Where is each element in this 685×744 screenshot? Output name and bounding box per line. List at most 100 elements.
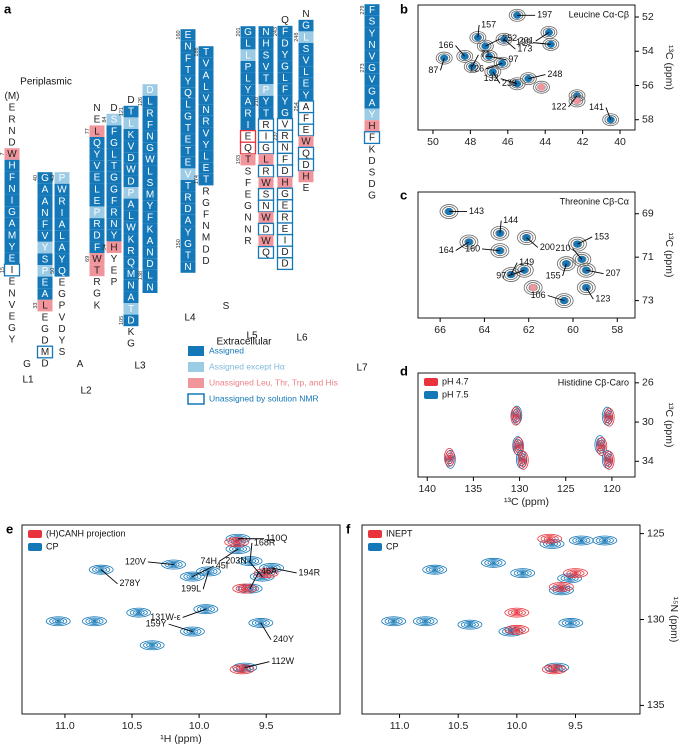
contour xyxy=(521,457,525,463)
contour xyxy=(85,617,104,625)
residue-box xyxy=(240,119,256,131)
peak-label: 106 xyxy=(531,290,546,300)
contour xyxy=(236,666,248,672)
contour xyxy=(487,560,500,566)
contour xyxy=(576,262,596,278)
contour xyxy=(578,538,585,542)
residue: L xyxy=(128,211,134,222)
residue: S xyxy=(263,50,270,61)
residue: F xyxy=(369,133,375,144)
contour xyxy=(522,73,535,84)
leader-line xyxy=(271,567,297,574)
residue: H xyxy=(368,121,375,132)
peak-label: 157 xyxy=(481,19,496,29)
x-tick-label: 48 xyxy=(465,136,477,148)
y-tick-label: 26 xyxy=(642,377,654,389)
residue-box xyxy=(298,170,314,183)
contour xyxy=(237,583,263,594)
peak-label: 144 xyxy=(503,215,518,225)
residue-box xyxy=(258,235,274,247)
contour xyxy=(224,537,250,548)
residue: I xyxy=(247,120,250,131)
residue: L xyxy=(282,73,288,84)
contour xyxy=(517,450,529,470)
residue-box xyxy=(258,72,274,85)
peak-label: 238 xyxy=(502,78,517,88)
residue-box xyxy=(364,108,380,121)
contour xyxy=(422,564,448,575)
spectrum-plot xyxy=(443,405,615,470)
residue: L xyxy=(245,50,251,61)
spectrum-plot xyxy=(45,533,284,675)
contour xyxy=(253,572,272,581)
contour xyxy=(129,608,148,617)
residue: R xyxy=(202,117,209,128)
residue: G xyxy=(8,207,16,218)
contour xyxy=(555,584,568,590)
contour xyxy=(513,569,532,577)
residue: E xyxy=(245,190,252,201)
leader-line xyxy=(100,569,118,585)
peak-label: 278Y xyxy=(120,578,141,588)
spectrum-title: Histidine Cβ-Caro xyxy=(558,377,629,387)
peak-core xyxy=(568,622,573,624)
residue: D xyxy=(262,224,269,235)
residue: G xyxy=(110,173,118,184)
contour xyxy=(552,583,571,591)
peak-core xyxy=(56,620,61,622)
residue: L xyxy=(303,32,309,43)
contour xyxy=(495,32,513,46)
peak-label: 164 xyxy=(439,245,454,255)
leader-line xyxy=(485,38,501,47)
residue: D xyxy=(127,153,134,164)
residue: Y xyxy=(185,77,192,88)
contour xyxy=(229,664,255,675)
x-tick-label: 58 xyxy=(611,324,623,336)
contour xyxy=(513,411,519,421)
residue-box xyxy=(54,172,70,184)
residue: F xyxy=(111,126,117,137)
residue: (M) xyxy=(5,91,20,102)
loop-label: L3 xyxy=(134,361,146,372)
residue-box xyxy=(142,200,158,212)
contour xyxy=(510,610,523,616)
residue: L xyxy=(245,39,251,50)
peak-core xyxy=(573,572,578,574)
leader-line xyxy=(528,74,546,80)
residue-box xyxy=(54,183,70,196)
residue: A xyxy=(128,200,135,211)
leader-line xyxy=(482,248,500,252)
contour xyxy=(576,280,596,295)
contour xyxy=(517,230,536,246)
residue: D xyxy=(368,179,375,190)
contour xyxy=(504,624,530,635)
residue-box xyxy=(180,29,196,41)
residue: G xyxy=(262,143,270,154)
contour xyxy=(546,537,553,541)
residue: A xyxy=(77,359,84,370)
contour xyxy=(600,444,604,450)
residue: E xyxy=(94,196,101,207)
residue-box xyxy=(298,43,314,55)
contour xyxy=(543,536,556,542)
residue-box xyxy=(277,37,293,49)
residue: P xyxy=(128,188,135,199)
contour xyxy=(519,453,528,468)
residue: E xyxy=(42,278,49,289)
contour xyxy=(567,621,575,625)
legend-text: (H)CANH projection xyxy=(46,528,126,538)
residue: G xyxy=(41,173,49,184)
residue-number: 15 xyxy=(0,267,6,273)
contour xyxy=(579,264,594,276)
residue: I xyxy=(11,196,14,207)
peak-label: 166 xyxy=(438,40,453,50)
residue: N xyxy=(184,42,191,53)
x-tick-label: 42 xyxy=(577,136,589,148)
legend-text: Assigned xyxy=(209,345,244,355)
residue-box xyxy=(142,211,158,224)
residue: K xyxy=(369,144,376,155)
peak-label: 203N xyxy=(225,555,247,565)
residue-box xyxy=(106,171,122,184)
residue: R xyxy=(281,131,288,142)
contour xyxy=(146,642,159,648)
